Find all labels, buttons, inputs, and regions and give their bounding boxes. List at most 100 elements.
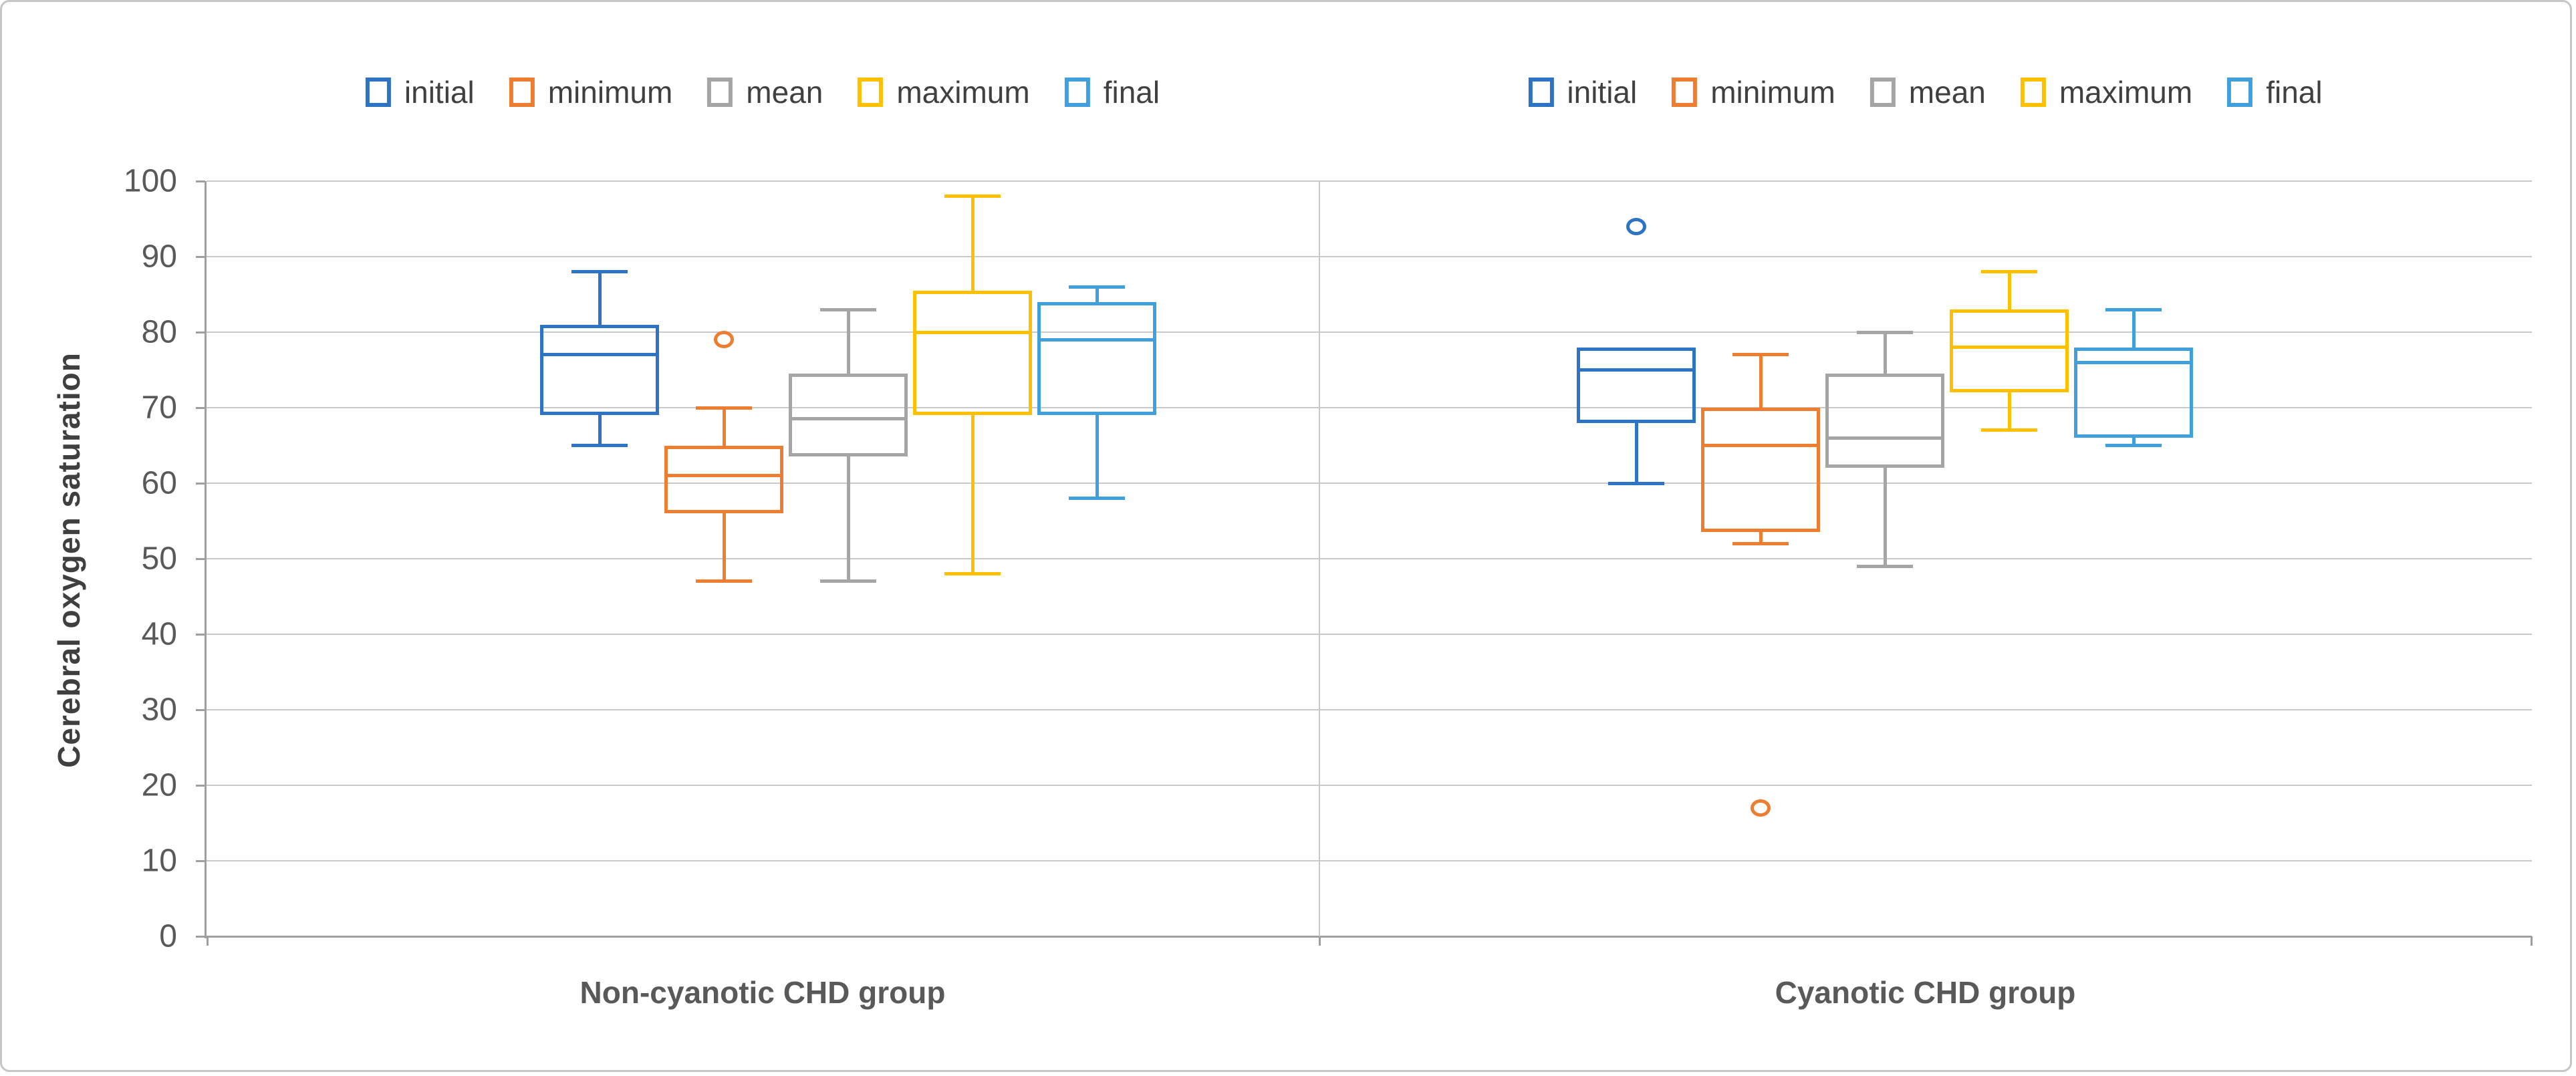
y-tick-label-70: 70	[141, 390, 177, 426]
y-axis-tickmark	[196, 634, 205, 636]
legend-label-initial: initial	[1567, 75, 1638, 110]
x-axis-tickmark	[207, 936, 209, 946]
box-iqr	[540, 324, 659, 416]
gridline-y-90	[207, 256, 2532, 257]
legend-swatch-final	[2227, 78, 2253, 107]
whisker-cap-bottom	[1069, 497, 1125, 501]
whisker-cap-bottom	[1732, 541, 1789, 545]
box-iqr	[1577, 347, 1696, 423]
y-axis-tickmark	[196, 407, 205, 409]
legend-item-maximum: maximum	[858, 74, 1030, 110]
whisker-cap-bottom	[2105, 444, 2162, 447]
y-axis-tickmark	[196, 256, 205, 258]
whisker-cap-bottom	[1608, 481, 1664, 485]
legend-item-final: final	[2227, 74, 2323, 110]
legend-swatch-mean	[707, 78, 733, 107]
whisker-cap-bottom	[1981, 428, 2037, 432]
median-line	[1577, 368, 1696, 372]
legend-swatch-minimum	[1672, 78, 1698, 107]
whisker-line-bottom	[1883, 468, 1887, 567]
x-axis-tickmark	[1319, 936, 1321, 946]
gridline-y-40	[207, 634, 2532, 635]
gridline-y-10	[207, 860, 2532, 861]
box-iqr	[913, 290, 1032, 416]
y-axis-tickmark	[196, 860, 205, 862]
whisker-line-top	[2132, 309, 2136, 348]
y-tick-label-80: 80	[141, 314, 177, 350]
gridline-y-20	[207, 785, 2532, 786]
y-tick-label-90: 90	[141, 239, 177, 275]
legend-group1: initial minimum mean maximum final	[365, 72, 1160, 112]
legend-item-initial: initial	[1528, 74, 1637, 110]
legend-label-mean: mean	[746, 75, 823, 110]
legend-swatch-maximum	[2020, 78, 2046, 107]
group-label-1: Non-cyanotic CHD group	[579, 975, 946, 1010]
outlier-point	[714, 331, 734, 349]
median-line	[1950, 346, 2069, 350]
legend-item-mean: mean	[707, 74, 823, 110]
median-line	[913, 330, 1032, 334]
box-iqr	[1701, 408, 1820, 533]
gridline-y-100	[207, 180, 2532, 182]
legend-group2: initial minimum mean maximum final	[1528, 72, 2323, 112]
legend-item-final: final	[1064, 74, 1160, 110]
y-axis-tickmark	[196, 483, 205, 485]
whisker-line-bottom	[722, 513, 726, 581]
x-axis-tickmark	[2531, 936, 2533, 946]
whisker-line-top	[1759, 354, 1763, 408]
legend-swatch-initial	[1528, 78, 1554, 107]
whisker-line-top	[1095, 287, 1099, 302]
y-tick-label-100: 100	[123, 163, 177, 199]
legend-label-final: final	[1103, 75, 1160, 110]
outlier-point	[1626, 217, 1646, 235]
gridline-y-30	[207, 709, 2532, 710]
legend-item-minimum: minimum	[1672, 74, 1835, 110]
y-tick-label-20: 20	[141, 767, 177, 803]
y-tick-label-30: 30	[141, 692, 177, 728]
box-iqr	[789, 374, 908, 457]
whisker-cap-bottom	[1857, 564, 1913, 568]
legend-label-mean: mean	[1908, 75, 1986, 110]
legend-swatch-initial	[365, 78, 391, 107]
y-tick-label-60: 60	[141, 465, 177, 501]
outlier-point	[1751, 799, 1771, 817]
gridline-y-80	[207, 331, 2532, 333]
y-axis-tickmark	[196, 331, 205, 333]
plot-area	[196, 180, 2533, 946]
group-label-2: Cyanotic CHD group	[1775, 975, 2076, 1010]
y-axis-tickmark	[196, 785, 205, 787]
legend-label-minimum: minimum	[1710, 75, 1835, 110]
box-iqr	[2074, 347, 2193, 438]
legend-swatch-maximum	[858, 78, 884, 107]
legend-label-maximum: maximum	[896, 75, 1030, 110]
legend-label-initial: initial	[404, 75, 475, 110]
whisker-line-bottom	[1759, 532, 1763, 544]
legend-item-minimum: minimum	[509, 74, 672, 110]
median-line	[540, 353, 659, 357]
y-tick-label-40: 40	[141, 616, 177, 652]
y-axis-tickmark	[196, 180, 205, 182]
legend-label-final: final	[2266, 75, 2323, 110]
whisker-line-top	[2007, 271, 2011, 310]
y-axis-tickmark	[196, 709, 205, 711]
legend-label-maximum: maximum	[2059, 75, 2193, 110]
box-iqr	[1825, 374, 1944, 468]
whisker-line-top	[971, 196, 975, 291]
legend-item-maximum: maximum	[2020, 74, 2193, 110]
median-line	[664, 474, 783, 478]
y-axis-tickmark	[196, 936, 205, 938]
category-divider-line	[1319, 181, 1320, 936]
y-axis-line	[205, 181, 207, 938]
median-line	[1037, 338, 1156, 342]
whisker-cap-bottom	[944, 572, 1001, 576]
gridline-y-0	[207, 936, 2532, 938]
whisker-line-top	[598, 271, 602, 325]
y-tick-label-0: 0	[159, 918, 177, 954]
whisker-line-bottom	[846, 456, 850, 581]
whisker-cap-bottom	[571, 444, 628, 447]
whisker-line-top	[722, 408, 726, 446]
whisker-line-bottom	[598, 415, 602, 446]
whisker-line-bottom	[2132, 438, 2136, 446]
gridline-y-50	[207, 558, 2532, 559]
